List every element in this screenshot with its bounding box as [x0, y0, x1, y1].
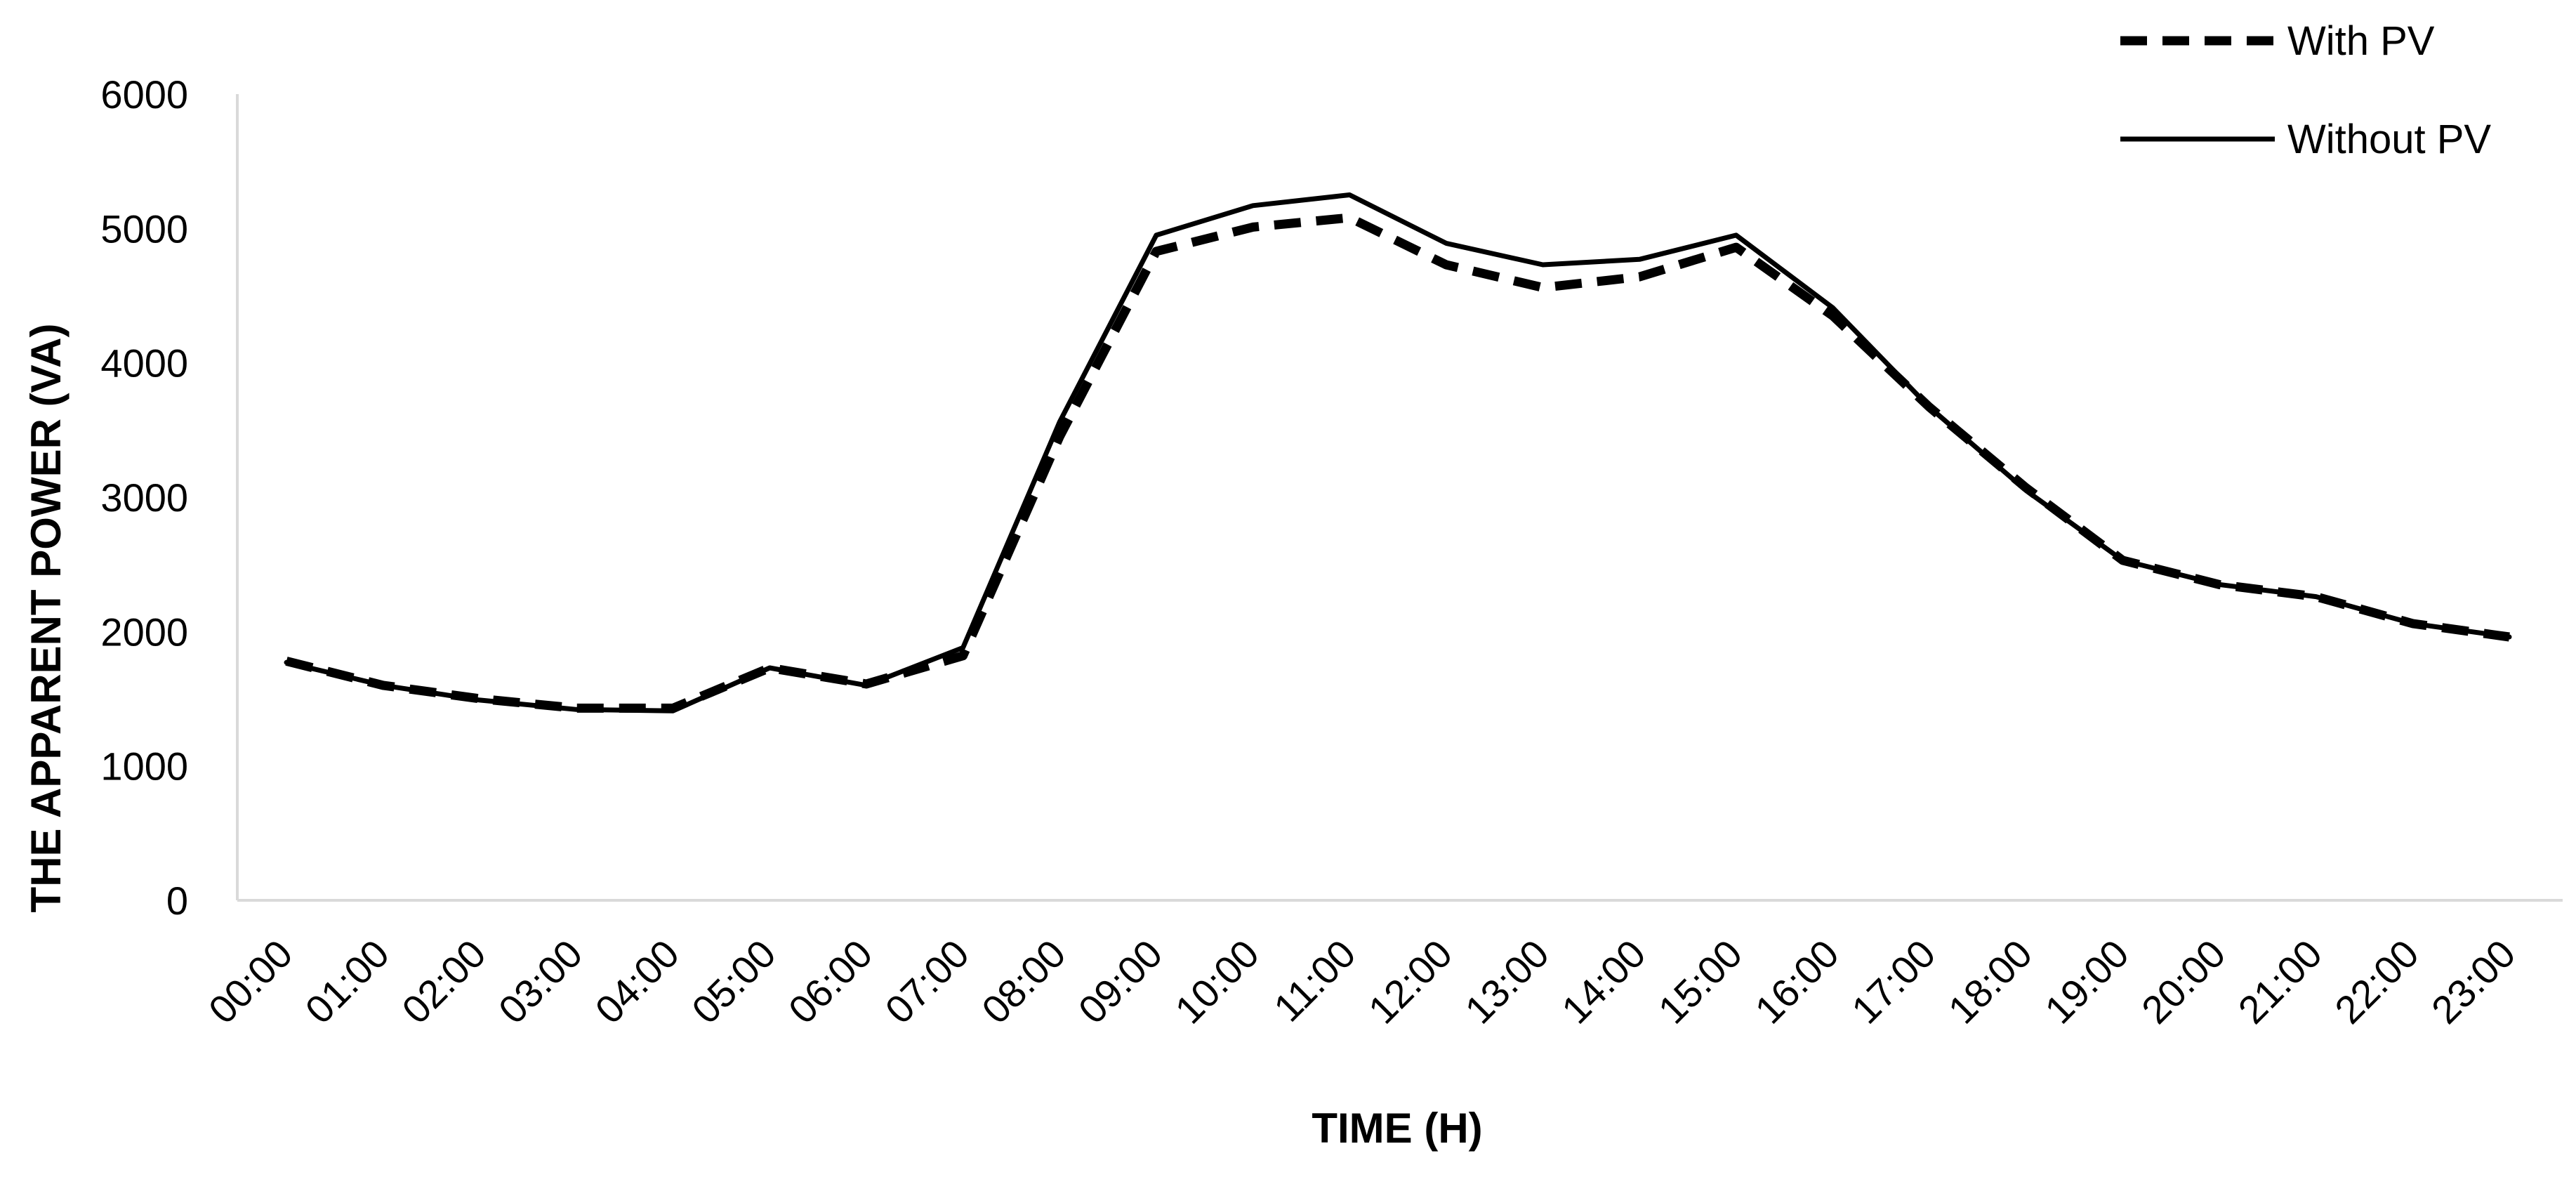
series-line-with-pv [285, 213, 2510, 713]
series-lines [284, 192, 2512, 714]
x-tick-label: 06:00 [780, 931, 881, 1032]
x-tick-label: 07:00 [876, 931, 977, 1032]
axes [236, 94, 2563, 902]
series-line-without-pv [284, 192, 2512, 714]
x-tick-label: 12:00 [1360, 931, 1461, 1032]
y-tick-label: 3000 [100, 475, 188, 520]
x-tick-label: 09:00 [1070, 931, 1171, 1032]
x-tick-label: 21:00 [2230, 931, 2331, 1032]
legend: With PV Without PV [2120, 18, 2491, 162]
legend-label-with-pv: With PV [2287, 18, 2435, 64]
y-tick-labels: 0 1000 2000 3000 4000 5000 6000 [100, 72, 188, 923]
x-tick-label: 20:00 [2133, 931, 2234, 1032]
y-tick-label: 0 [166, 879, 188, 923]
y-axis-title: THE APPARENT POWER (VA) [22, 324, 70, 913]
x-tick-label: 18:00 [1940, 931, 2041, 1032]
x-tick-label: 10:00 [1166, 931, 1267, 1032]
y-tick-label: 4000 [100, 341, 188, 386]
x-axis-title: TIME (H) [1312, 1105, 1482, 1152]
x-tick-label: 11:00 [1265, 931, 1364, 1030]
x-tick-label: 23:00 [2423, 931, 2524, 1032]
y-tick-label: 5000 [100, 206, 188, 251]
x-tick-label: 00:00 [200, 931, 301, 1032]
y-tick-label: 6000 [100, 72, 188, 117]
x-tick-label: 13:00 [1456, 931, 1557, 1032]
y-tick-label: 2000 [100, 610, 188, 654]
x-tick-labels: 00:0001:0002:0003:0004:0005:0006:0007:00… [200, 931, 2524, 1032]
x-tick-label: 03:00 [490, 931, 591, 1032]
x-tick-label: 22:00 [2326, 931, 2427, 1032]
x-tick-label: 19:00 [2036, 931, 2137, 1032]
y-tick-label: 1000 [100, 744, 188, 789]
legend-label-without-pv: Without PV [2287, 117, 2491, 162]
x-tick-label: 08:00 [973, 931, 1074, 1032]
x-tick-label: 16:00 [1746, 931, 1847, 1032]
x-tick-label: 01:00 [296, 931, 397, 1032]
x-tick-label: 14:00 [1553, 931, 1654, 1032]
x-tick-label: 17:00 [1843, 931, 1944, 1032]
x-tick-label: 15:00 [1650, 931, 1751, 1032]
x-tick-label: 02:00 [393, 931, 494, 1032]
x-tick-label: 05:00 [683, 931, 784, 1032]
x-tick-label: 04:00 [586, 931, 687, 1032]
